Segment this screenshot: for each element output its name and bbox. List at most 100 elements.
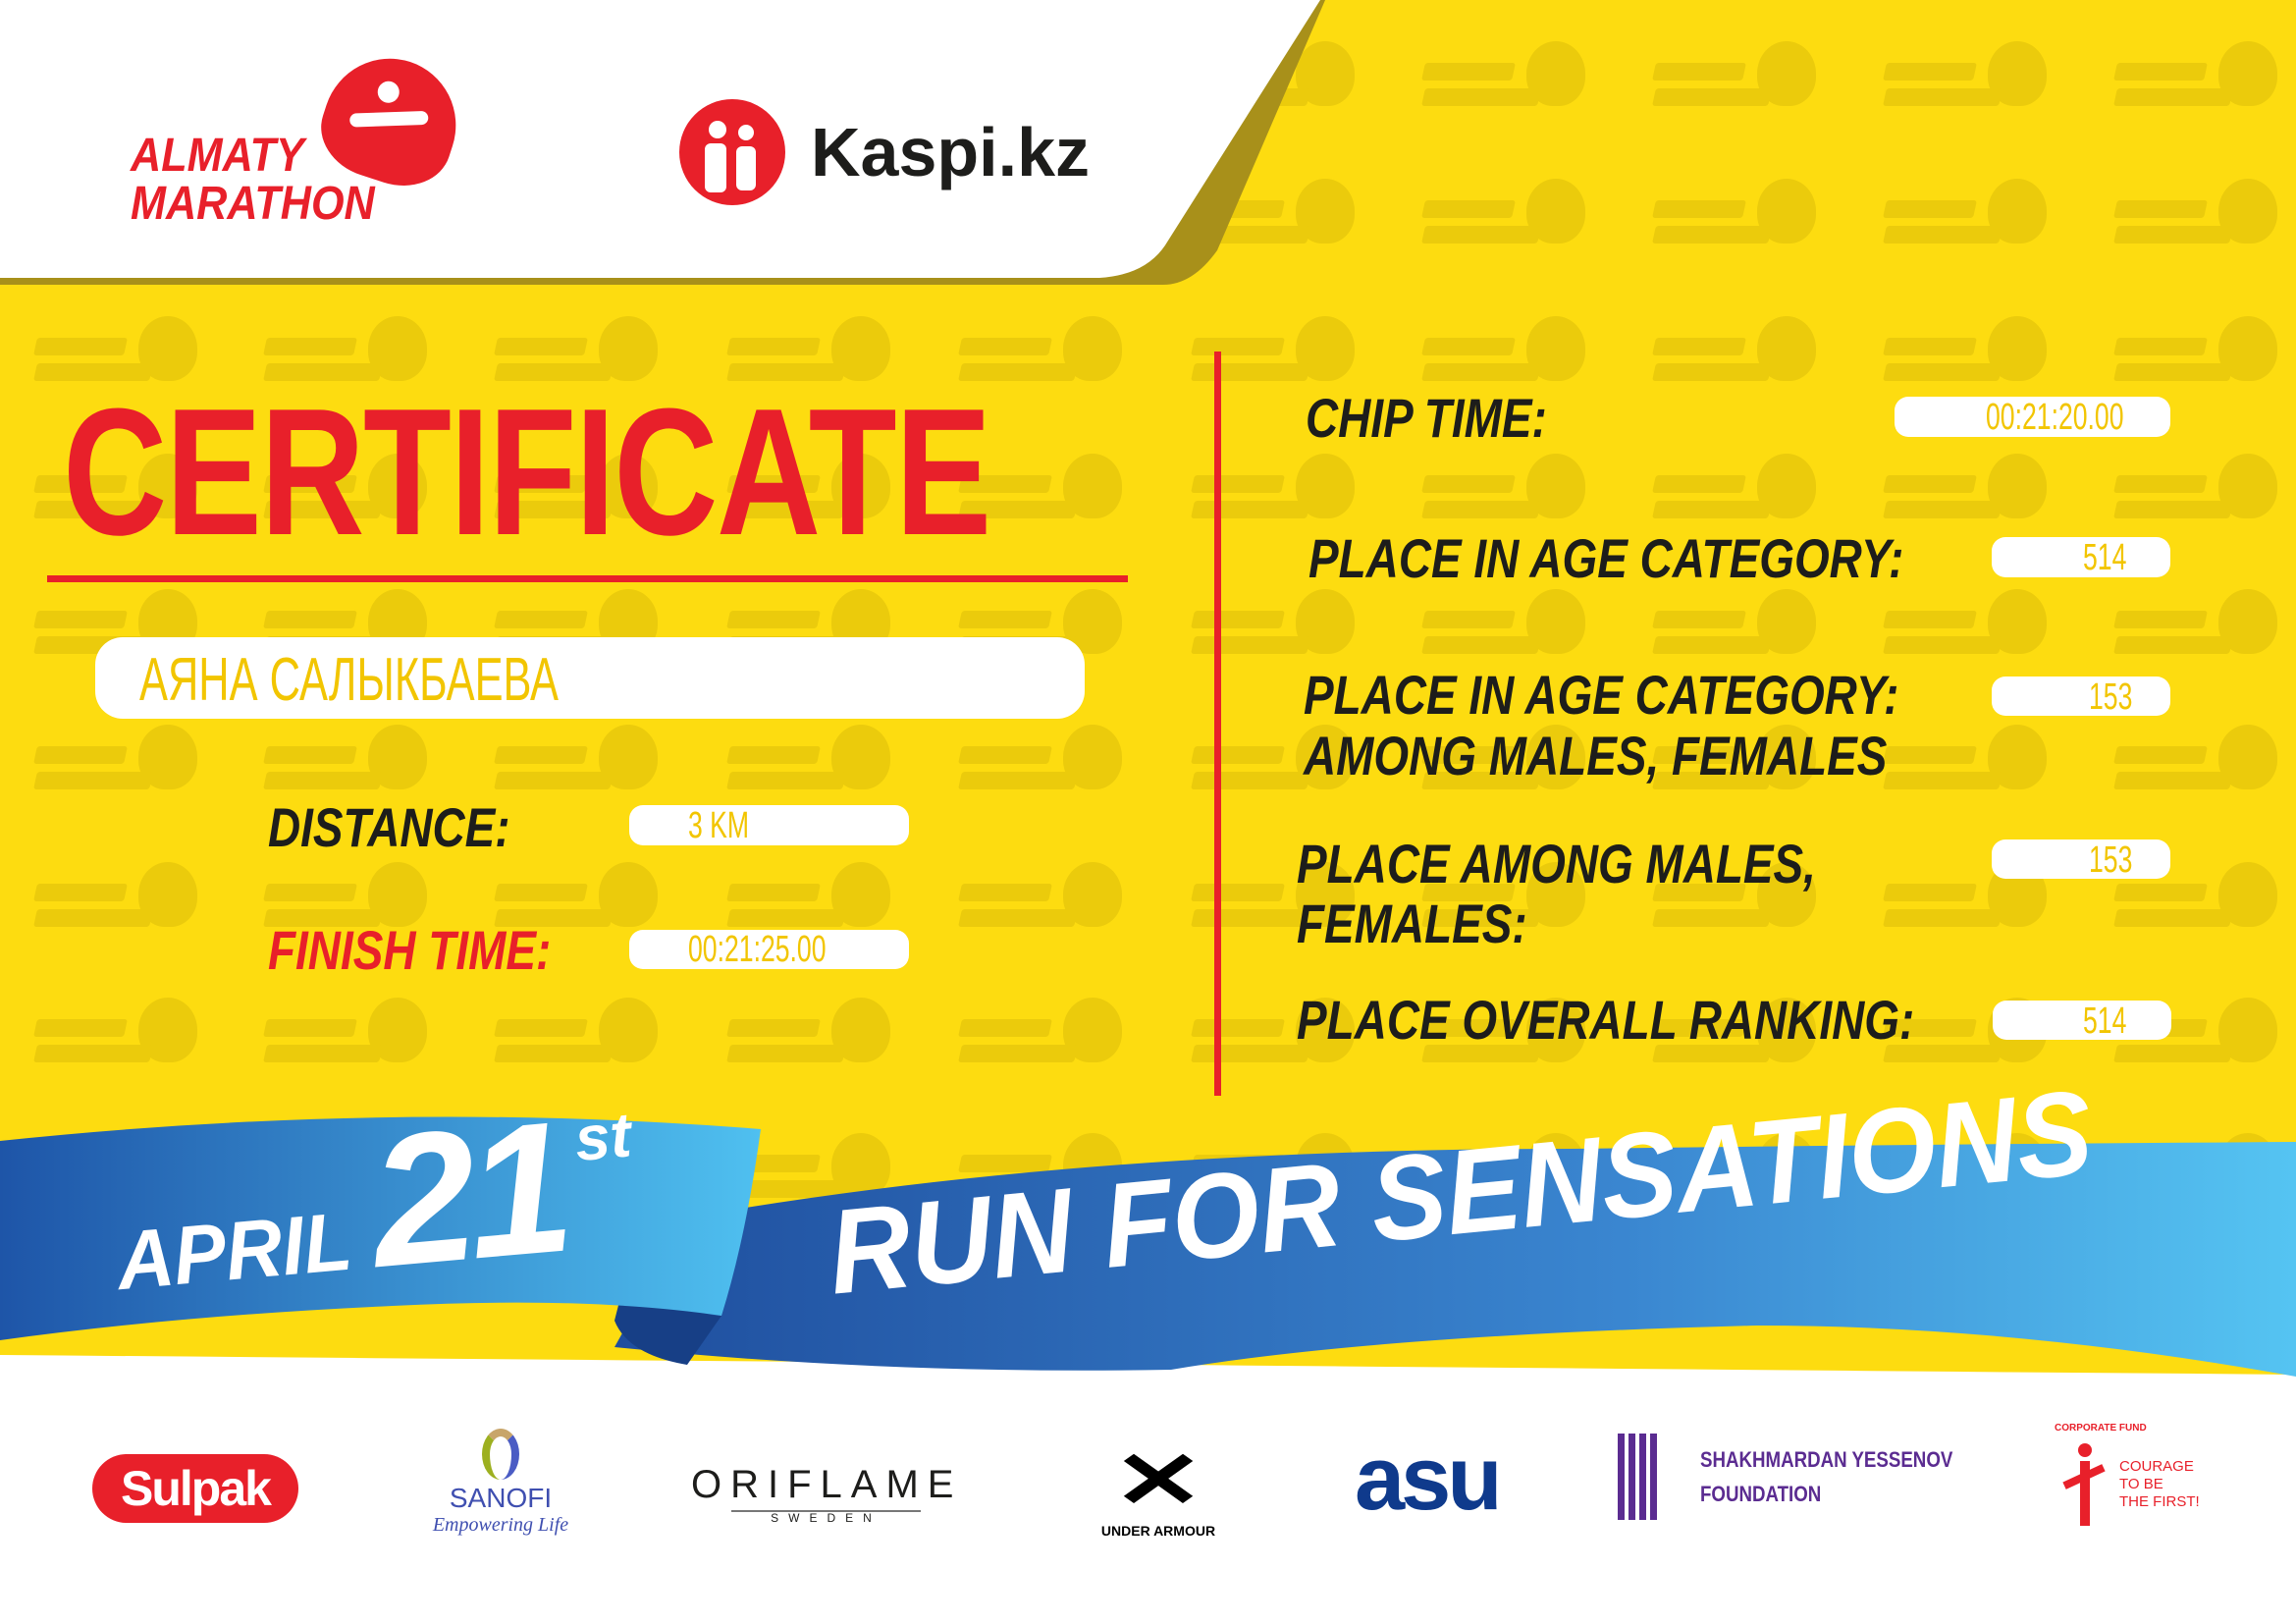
watermark-logo xyxy=(33,725,202,801)
watermark-logo xyxy=(2113,862,2282,939)
watermark-logo xyxy=(958,316,1127,393)
watermark-logo xyxy=(1652,862,1821,939)
watermark-logo xyxy=(958,998,1127,1074)
participant-name-box xyxy=(95,637,1085,719)
watermark-logo xyxy=(958,725,1127,801)
age-category-value: 514 xyxy=(2083,537,2127,578)
sponsor-yessenov: SHAKHMARDAN YESSENOV FOUNDATION xyxy=(1618,1434,1998,1520)
almaty-marathon-logo: ALMATY MARATHON xyxy=(129,41,474,231)
watermark-logo xyxy=(958,454,1127,530)
certificate-title: CERTIFICATE xyxy=(63,370,991,572)
watermark-logo xyxy=(1883,589,2052,666)
header-white-panel xyxy=(0,0,1320,278)
watermark-logo xyxy=(1421,998,1590,1074)
watermark-logo xyxy=(1421,725,1590,801)
watermark-logo xyxy=(1883,725,2052,801)
age-category-box xyxy=(1992,537,2170,577)
distance-value: 3 KM xyxy=(688,805,750,846)
watermark-logo xyxy=(726,725,895,801)
watermark-logo xyxy=(1652,998,1821,1074)
watermark-logo xyxy=(1883,41,2052,118)
under-armour-emblem-icon: ✕ xyxy=(1112,1436,1204,1524)
watermark-logo xyxy=(1191,998,1360,1074)
watermark-logo xyxy=(1883,454,2052,530)
under-armour-text: UNDER ARMOUR xyxy=(1100,1523,1216,1539)
kaspi-wordmark: Kaspi.kz xyxy=(811,114,1090,190)
watermark-logo xyxy=(958,862,1127,939)
age-category-gender-label-line1: PLACE IN AGE CATEGORY: xyxy=(1304,664,1899,726)
watermark-logo xyxy=(1883,316,2052,393)
sanofi-tagline: Empowering Life xyxy=(432,1513,569,1536)
watermark-logo xyxy=(1652,454,1821,530)
sponsor-sulpak: Sulpak xyxy=(92,1454,298,1523)
sponsor-courage: CORPORATE FUND COURAGE TO BE THE FIRST! xyxy=(2055,1424,2200,1531)
gender-place-label-line1: PLACE AMONG MALES, xyxy=(1297,833,1816,894)
overall-ranking-value: 514 xyxy=(2083,1001,2127,1042)
watermark-logo xyxy=(1191,179,1360,255)
sponsor-asu: asu xyxy=(1355,1429,1503,1529)
distance-box xyxy=(629,805,909,845)
date-suffix: st xyxy=(571,1099,634,1175)
age-category-label: PLACE IN AGE CATEGORY: xyxy=(1308,527,1904,589)
watermark-logo xyxy=(494,725,663,801)
watermark-logo xyxy=(2113,179,2282,255)
watermark-logo xyxy=(1421,41,1590,118)
sulpak-text: Sulpak xyxy=(121,1461,272,1516)
courage-text-line2: TO BE xyxy=(2119,1475,2163,1492)
watermark-logo xyxy=(1421,589,1590,666)
watermark-logo xyxy=(2113,589,2282,666)
watermark-logo xyxy=(494,316,663,393)
oriflame-text: ORIFLAME xyxy=(691,1463,963,1506)
watermark-logo xyxy=(726,862,895,939)
watermark-logo xyxy=(1191,862,1360,939)
watermark-logo xyxy=(1421,316,1590,393)
bottom-white xyxy=(0,1355,2296,1624)
yessenov-emblem-icon xyxy=(1618,1434,1661,1520)
watermark-logo xyxy=(1652,179,1821,255)
watermark-logo xyxy=(1191,316,1360,393)
watermark-logo xyxy=(1421,454,1590,530)
age-category-gender-value: 153 xyxy=(2089,677,2133,718)
sanofi-emblem-icon xyxy=(482,1429,519,1480)
sponsor-sanofi: SANOFI Empowering Life xyxy=(417,1429,584,1536)
overall-ranking-label: PLACE OVERALL RANKING: xyxy=(1297,989,1915,1051)
courage-arc-text: CORPORATE FUND xyxy=(2055,1423,2147,1434)
chip-time-label: CHIP TIME: xyxy=(1306,387,1547,449)
distance-label: DISTANCE: xyxy=(268,796,510,858)
watermark-logo xyxy=(494,998,663,1074)
watermark-logo xyxy=(33,454,202,530)
watermark-logo xyxy=(726,454,895,530)
age-category-gender-box xyxy=(1992,677,2170,716)
logo-text-marathon: MARATHON xyxy=(131,178,375,230)
gender-place-box xyxy=(1992,839,2170,879)
watermark-logo xyxy=(2113,998,2282,1074)
header-shadow xyxy=(0,0,1325,285)
watermark-logo xyxy=(494,862,663,939)
watermark-logo xyxy=(1652,589,1821,666)
watermark-logo xyxy=(1652,41,1821,118)
watermark-logo xyxy=(1421,179,1590,255)
watermark-logo xyxy=(263,316,432,393)
age-category-gender-label-line2: AMONG MALES, FEMALES xyxy=(1304,725,1888,786)
watermark-logo xyxy=(726,998,895,1074)
watermark-logo xyxy=(1883,179,2052,255)
watermark-logo xyxy=(2113,725,2282,801)
watermark-logo xyxy=(2113,454,2282,530)
sponsor-under-armour: ✕ UNDER ARMOUR xyxy=(1079,1441,1238,1539)
watermark-logo xyxy=(263,998,432,1074)
courage-text-line1: COURAGE xyxy=(2119,1457,2194,1475)
watermark-logo xyxy=(2113,41,2282,118)
chip-time-box xyxy=(1895,397,2170,437)
kaspi-emblem-icon xyxy=(679,99,785,205)
yessenov-text-line1: SHAKHMARDAN YESSENOV xyxy=(1700,1446,1953,1472)
sanofi-text: SANOFI xyxy=(449,1483,553,1513)
watermark-logo xyxy=(726,1133,895,1210)
watermark-logo xyxy=(1652,316,1821,393)
watermark-logo xyxy=(263,862,432,939)
participant-name: АЯНА САЛЫКБАЕВА xyxy=(139,646,559,714)
watermark-logo xyxy=(263,454,432,530)
gender-place-label-line2: FEMALES: xyxy=(1297,893,1527,954)
watermark-logo xyxy=(33,998,202,1074)
overall-ranking-box xyxy=(1993,1001,2171,1040)
